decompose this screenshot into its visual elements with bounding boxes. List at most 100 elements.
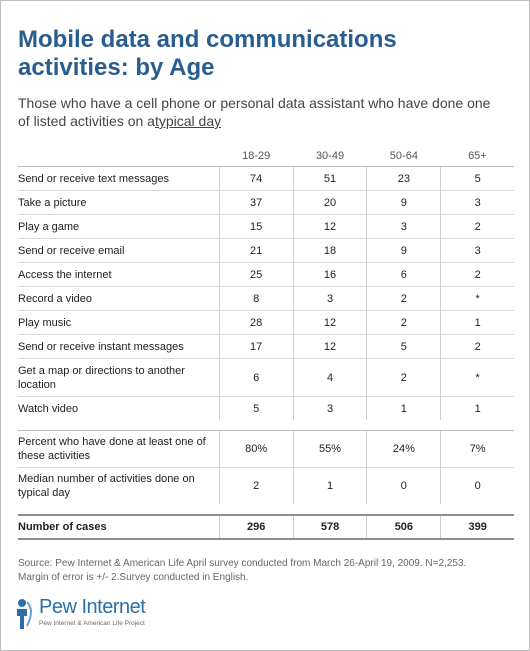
cell-value: 17 — [218, 334, 294, 359]
cell-value: 2 — [366, 358, 441, 397]
spacer-cell — [367, 420, 441, 431]
cell-value: 12 — [292, 310, 367, 335]
row-label: Send or receive email — [18, 238, 220, 263]
table-row: Play a game 15 12 3 2 — [18, 214, 514, 239]
cell-value: 5 — [366, 334, 441, 359]
cell-value: 18 — [292, 238, 367, 263]
data-table: 18-29 30-49 50-64 65+ Send or receive te… — [18, 146, 514, 540]
chart-subtitle: Those who have a cell phone or personal … — [18, 94, 498, 130]
table-row: Take a picture 37 20 9 3 — [18, 190, 514, 215]
summary-row: Median number of activities done on typi… — [18, 467, 514, 504]
subtitle-text: Those who have a cell phone or personal … — [18, 95, 491, 129]
cases-row: Number of cases 296 578 506 399 — [18, 514, 514, 540]
cell-value: 3 — [440, 190, 514, 215]
cell-value: 4 — [292, 358, 367, 397]
row-spacer — [18, 420, 514, 431]
table-row: Watch video 5 3 1 1 — [18, 396, 514, 420]
cell-value: 1 — [292, 467, 367, 504]
spacer-cell — [18, 420, 219, 431]
cell-value: 80% — [218, 430, 294, 468]
cell-value: * — [440, 286, 514, 311]
spacer-cell — [219, 504, 293, 515]
cell-value: 12 — [292, 214, 367, 239]
cell-value: 6 — [218, 358, 294, 397]
logo-tagline: Pew Internet & American Life Project — [39, 620, 145, 627]
source-line: Source: Pew Internet & American Life Apr… — [18, 558, 467, 569]
chart-title: Mobile data and communications activitie… — [18, 26, 397, 81]
column-header: 18-29 — [242, 150, 271, 162]
cell-value: 2 — [440, 334, 514, 359]
spacer-cell — [293, 420, 367, 431]
spacer-cell — [18, 504, 219, 515]
source-note: Source: Pew Internet & American Life Apr… — [18, 557, 518, 585]
cell-value: 55% — [292, 430, 367, 468]
summary-row: Percent who have done at least one of th… — [18, 430, 514, 468]
logo-name: Pew Internet — [39, 596, 146, 618]
cell-value: 1 — [440, 310, 514, 335]
column-header: 50-64 — [389, 150, 418, 162]
cell-value: 23 — [366, 166, 441, 191]
table-row: Get a map or directions to another locat… — [18, 358, 514, 397]
row-label: Access the internet — [18, 262, 220, 287]
cell-value: 3 — [440, 238, 514, 263]
header-row: 18-29 30-49 50-64 65+ — [18, 146, 514, 167]
cell-value: 578 — [292, 514, 367, 540]
cell-value: 12 — [292, 334, 367, 359]
spacer-cell — [367, 504, 441, 515]
cell-value: 1 — [440, 396, 514, 420]
cell-value: 0 — [366, 467, 441, 504]
column-header: 65+ — [468, 150, 487, 162]
cell-value: 0 — [440, 467, 514, 504]
cell-value: 25 — [218, 262, 294, 287]
cell-value: 9 — [366, 238, 441, 263]
pew-logo: Pew Internet Pew Internet & American Lif… — [15, 596, 235, 632]
cell-value: 2 — [366, 310, 441, 335]
cell-value: 2 — [366, 286, 441, 311]
cell-value: 2 — [440, 262, 514, 287]
row-label: Get a map or directions to another locat… — [18, 358, 220, 397]
row-label: Play a game — [18, 214, 220, 239]
spacer-cell — [293, 504, 367, 515]
cell-value: 399 — [440, 514, 514, 540]
cell-value: 37 — [218, 190, 294, 215]
cell-value: 5 — [440, 166, 514, 191]
cell-value: 24% — [366, 430, 441, 468]
cell-value: 3 — [366, 214, 441, 239]
cell-value: 2 — [440, 214, 514, 239]
row-label: Number of cases — [18, 514, 220, 540]
cell-value: 20 — [292, 190, 367, 215]
row-label: Median number of activities done on typi… — [18, 467, 220, 504]
row-label: Percent who have done at least one of th… — [18, 430, 220, 468]
margin-of-error-line: Margin of error is +/- 2.Survey conducte… — [18, 572, 249, 583]
cell-value: 3 — [292, 286, 367, 311]
column-header: 30-49 — [315, 150, 345, 162]
row-label: Watch video — [18, 396, 220, 420]
pew-logo-icon — [17, 599, 32, 629]
row-label: Play music — [18, 310, 220, 335]
cell-value: 15 — [218, 214, 294, 239]
cell-value: 28 — [218, 310, 294, 335]
cell-value: * — [440, 358, 514, 397]
cell-value: 7% — [440, 430, 514, 468]
row-label: Record a video — [18, 286, 220, 311]
table-row: Access the internet 25 16 6 2 — [18, 262, 514, 287]
cell-value: 506 — [366, 514, 441, 540]
cell-value: 6 — [366, 262, 441, 287]
cell-value: 296 — [218, 514, 294, 540]
cell-value: 3 — [292, 396, 367, 420]
spacer-cell — [219, 420, 293, 431]
cell-value: 2 — [218, 467, 294, 504]
subtitle-emphasis: typical day — [154, 113, 222, 129]
spacer-cell — [441, 420, 514, 431]
cell-value: 51 — [292, 166, 367, 191]
cell-value: 16 — [292, 262, 367, 287]
table-row: Play music 28 12 2 1 — [18, 310, 514, 335]
row-label: Send or receive instant messages — [18, 334, 220, 359]
row-spacer — [18, 504, 514, 515]
table-row: Record a video 8 3 2 * — [18, 286, 514, 311]
table-row: Send or receive instant messages 17 12 5 2 — [18, 334, 514, 359]
header-blank — [18, 146, 219, 167]
row-label: Send or receive text messages — [18, 166, 220, 191]
cell-value: 21 — [218, 238, 294, 263]
